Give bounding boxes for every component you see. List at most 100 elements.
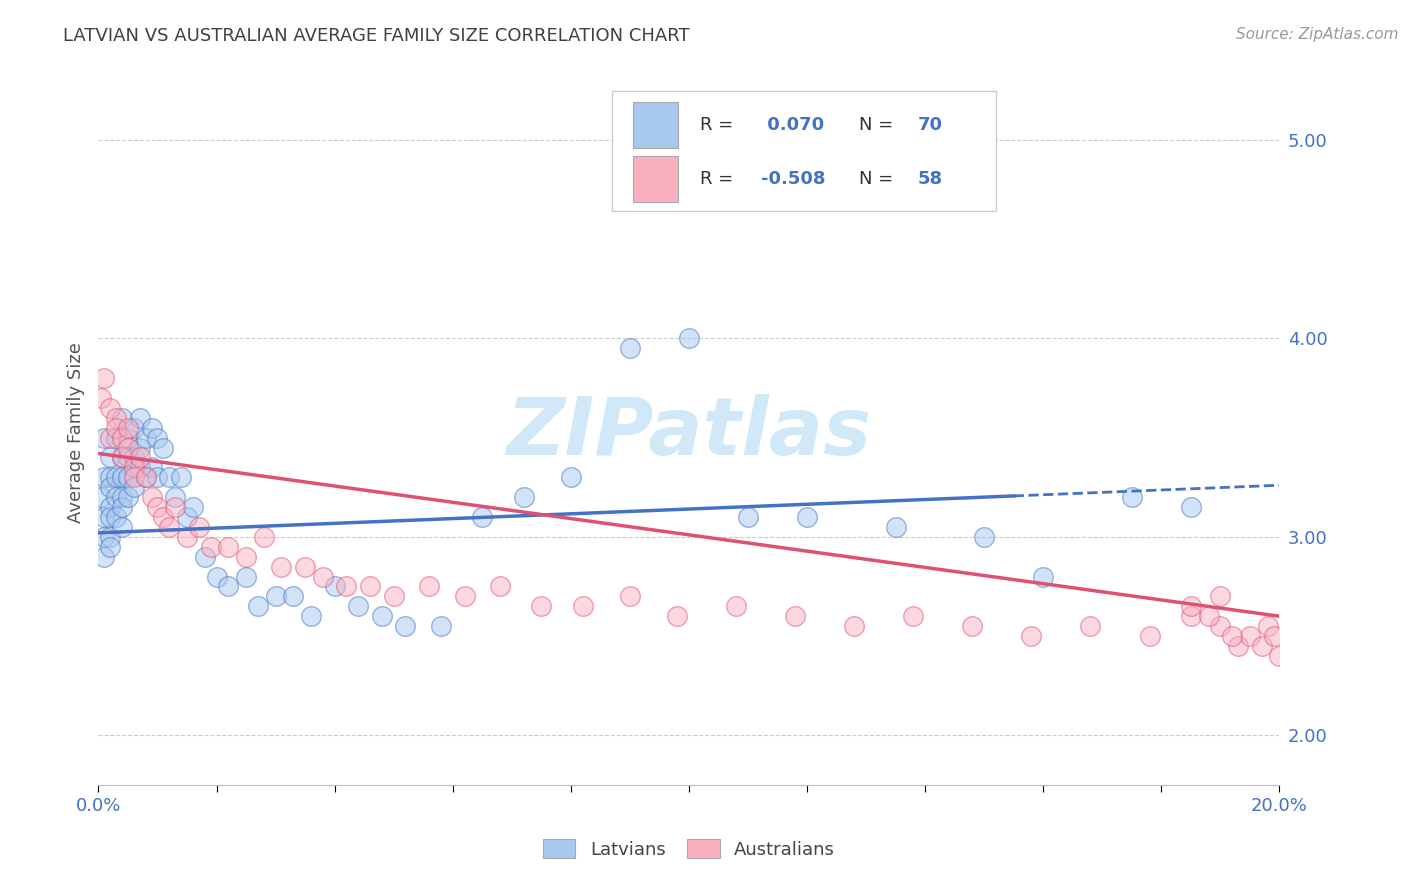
Point — [128, 410, 150, 425]
Point — [98, 500, 121, 514]
Point — [141, 420, 163, 434]
Point — [1209, 619, 1232, 633]
Point — [1209, 590, 1232, 604]
Point — [560, 470, 582, 484]
Point — [135, 431, 157, 445]
Point — [394, 619, 416, 633]
Point — [111, 470, 134, 484]
Point — [176, 530, 198, 544]
Point — [1198, 609, 1220, 624]
Point — [1250, 639, 1272, 653]
Point — [98, 530, 121, 544]
Point — [93, 431, 115, 445]
Point — [471, 510, 494, 524]
Point — [678, 331, 700, 345]
Point — [844, 619, 866, 633]
FancyBboxPatch shape — [634, 156, 678, 202]
Point — [98, 431, 121, 445]
Point — [1220, 629, 1243, 643]
Point — [1121, 490, 1143, 504]
Point — [122, 480, 145, 494]
Text: R =: R = — [700, 116, 738, 134]
Point — [122, 460, 145, 475]
Point — [903, 609, 925, 624]
Point — [283, 590, 305, 604]
Y-axis label: Average Family Size: Average Family Size — [66, 343, 84, 523]
Point — [1227, 639, 1250, 653]
Point — [141, 490, 163, 504]
Point — [176, 510, 198, 524]
Point — [122, 420, 145, 434]
Point — [294, 559, 316, 574]
Point — [312, 569, 335, 583]
Point — [1139, 629, 1161, 643]
Point — [128, 460, 150, 475]
Point — [1021, 629, 1043, 643]
Point — [1257, 619, 1279, 633]
Point — [111, 500, 134, 514]
FancyBboxPatch shape — [612, 91, 995, 211]
Point — [122, 470, 145, 484]
Point — [217, 579, 239, 593]
Point — [111, 410, 134, 425]
Text: 0.070: 0.070 — [761, 116, 824, 134]
Point — [98, 510, 121, 524]
Point — [111, 450, 134, 465]
Point — [323, 579, 346, 593]
Point — [98, 450, 121, 465]
Point — [512, 490, 534, 504]
Point — [105, 490, 128, 504]
Point — [117, 490, 139, 504]
Point — [117, 420, 139, 434]
Point — [141, 460, 163, 475]
Point — [93, 470, 115, 484]
Text: Source: ZipAtlas.com: Source: ZipAtlas.com — [1236, 27, 1399, 42]
Point — [371, 609, 394, 624]
Point — [105, 431, 128, 445]
Point — [117, 450, 139, 465]
Point — [571, 599, 593, 614]
Point — [235, 549, 257, 564]
Point — [335, 579, 357, 593]
Point — [430, 619, 453, 633]
Point — [737, 510, 759, 524]
Legend: Latvians, Australians: Latvians, Australians — [534, 830, 844, 868]
Point — [217, 540, 239, 554]
Point — [105, 470, 128, 484]
Text: R =: R = — [700, 170, 738, 188]
Point — [128, 450, 150, 465]
Point — [152, 441, 174, 455]
Point — [884, 520, 907, 534]
Point — [128, 441, 150, 455]
Point — [253, 530, 276, 544]
Point — [93, 530, 115, 544]
Point — [93, 549, 115, 564]
Point — [105, 420, 128, 434]
Point — [105, 510, 128, 524]
Point — [146, 470, 169, 484]
Point — [246, 599, 269, 614]
Point — [973, 530, 995, 544]
Point — [117, 470, 139, 484]
Point — [90, 490, 112, 504]
Point — [98, 401, 121, 415]
Point — [347, 599, 370, 614]
Point — [1080, 619, 1102, 633]
Point — [157, 470, 180, 484]
Point — [152, 510, 174, 524]
Point — [135, 470, 157, 484]
Point — [962, 619, 984, 633]
Point — [453, 590, 475, 604]
Point — [200, 540, 222, 554]
Point — [619, 590, 641, 604]
Point — [270, 559, 292, 574]
Point — [725, 599, 748, 614]
Point — [205, 569, 228, 583]
Point — [1239, 629, 1261, 643]
Point — [117, 441, 139, 455]
Point — [796, 510, 818, 524]
Point — [135, 470, 157, 484]
Point — [122, 450, 145, 465]
Point — [146, 500, 169, 514]
Point — [98, 540, 121, 554]
